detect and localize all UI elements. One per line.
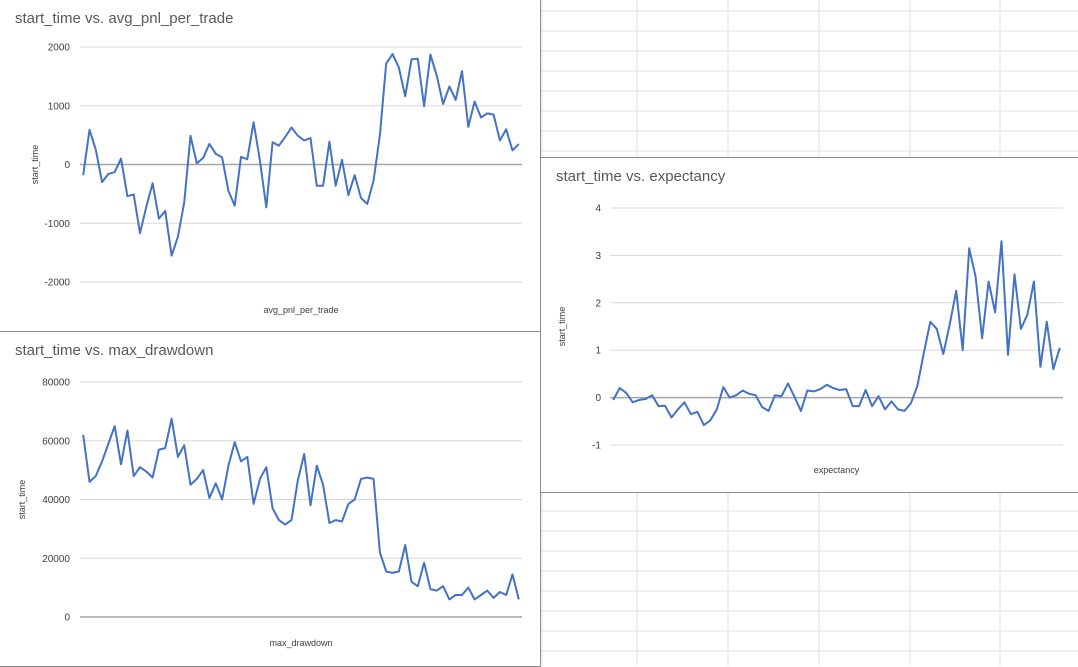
y-tick-label: 40000 <box>42 495 70 506</box>
y-tick-label: 4 <box>595 204 601 215</box>
y-tick-label: 3 <box>595 251 601 262</box>
series-line <box>82 417 520 601</box>
chart-title: start_time vs. expectancy <box>556 168 726 185</box>
y-tick-label: 0 <box>64 613 70 624</box>
x-axis-label: expectancy <box>814 465 860 475</box>
y-tick-label: 2 <box>595 298 601 309</box>
y-tick-label: 0 <box>595 393 601 404</box>
y-tick-label: 80000 <box>42 378 70 389</box>
series-line <box>82 53 520 257</box>
y-tick-label: 1000 <box>48 101 71 112</box>
y-tick-label: 20000 <box>42 554 70 565</box>
plot-area: -1 0 1 2 3 4 expectancy start_time <box>557 204 1063 475</box>
chart-title: start_time vs. avg_pnl_per_trade <box>15 10 234 27</box>
chart-expectancy[interactable]: start_time vs. expectancy -1 0 1 2 3 4 expecta… <box>540 157 1078 493</box>
y-tick-label: 1 <box>595 346 601 357</box>
y-tick-label: -1 <box>592 441 601 452</box>
y-tick-label: -1000 <box>44 219 70 230</box>
y-axis-label: start_time <box>17 480 27 520</box>
chart-max-drawdown[interactable]: start_time vs. max_drawdown 0 20000 40000 6… <box>0 331 541 667</box>
plot-area: 0 20000 40000 60000 80000 max_drawdown start_t… <box>17 378 522 648</box>
y-axis-label: start_time <box>30 145 40 185</box>
y-tick-label: 0 <box>64 160 70 171</box>
y-tick-label: -2000 <box>44 278 70 289</box>
y-tick-label: 60000 <box>42 436 70 447</box>
series-line <box>612 240 1061 427</box>
chart-title: start_time vs. max_drawdown <box>15 342 214 359</box>
y-axis-label: start_time <box>557 307 567 347</box>
x-axis-label: avg_pnl_per_trade <box>263 305 338 315</box>
y-tick-label: 2000 <box>48 43 71 54</box>
x-axis-label: max_drawdown <box>269 638 332 648</box>
plot-area: -2000 -1000 0 1000 2000 avg_pnl_per_trade star… <box>30 43 522 315</box>
chart-avg-pnl-per-trade[interactable]: start_time vs. avg_pnl_per_trade -2000 -1… <box>0 0 541 332</box>
